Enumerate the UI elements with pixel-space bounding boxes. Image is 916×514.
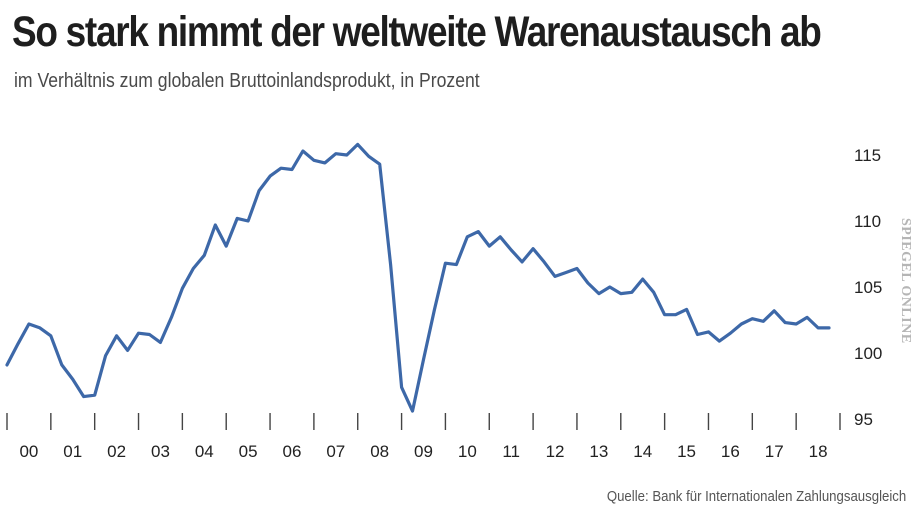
x-tick-label: 05 [239, 442, 258, 461]
chart-title: So stark nimmt der weltweite Warenaustau… [12, 8, 822, 56]
y-axis: 95 100 105 110 115 [854, 146, 882, 429]
watermark-logo: SPIEGEL ONLINE [898, 218, 913, 344]
chart-subtitle: im Verhältnis zum globalen Bruttoinlands… [14, 70, 480, 92]
y-tick-label: 95 [854, 410, 873, 429]
x-tick-label: 03 [151, 442, 170, 461]
x-tick-label: 18 [809, 442, 828, 461]
y-tick-label: 110 [854, 212, 881, 231]
x-axis: 00 01 02 03 04 05 06 07 08 09 10 11 12 13 14 15 16 17 18 [6, 413, 841, 461]
x-tick-label: 11 [502, 442, 520, 461]
x-tick-label: 02 [107, 442, 126, 461]
x-tick-label: 08 [370, 442, 389, 461]
y-tick-label: 115 [854, 146, 881, 165]
series-line [5, 142, 831, 413]
x-tick-label: 16 [721, 442, 740, 461]
x-tick-label: 10 [458, 442, 477, 461]
x-tick-label: 12 [546, 442, 565, 461]
x-tick-label: 14 [633, 442, 652, 461]
y-tick-label: 100 [854, 344, 882, 363]
x-tick-label: 15 [677, 442, 696, 461]
x-tick-label: 13 [589, 442, 608, 461]
source-note: Quelle: Bank für Internationalen Zahlung… [606, 488, 906, 505]
y-tick-label: 105 [854, 278, 882, 297]
x-tick-label: 17 [765, 442, 784, 461]
x-tick-label: 09 [414, 442, 433, 461]
x-tick-label: 00 [19, 442, 38, 461]
series-group [5, 142, 831, 413]
x-tick-label: 07 [326, 442, 345, 461]
x-tick-label: 06 [283, 442, 302, 461]
x-tick-label: 01 [63, 442, 82, 461]
x-tick-label: 04 [195, 442, 214, 461]
